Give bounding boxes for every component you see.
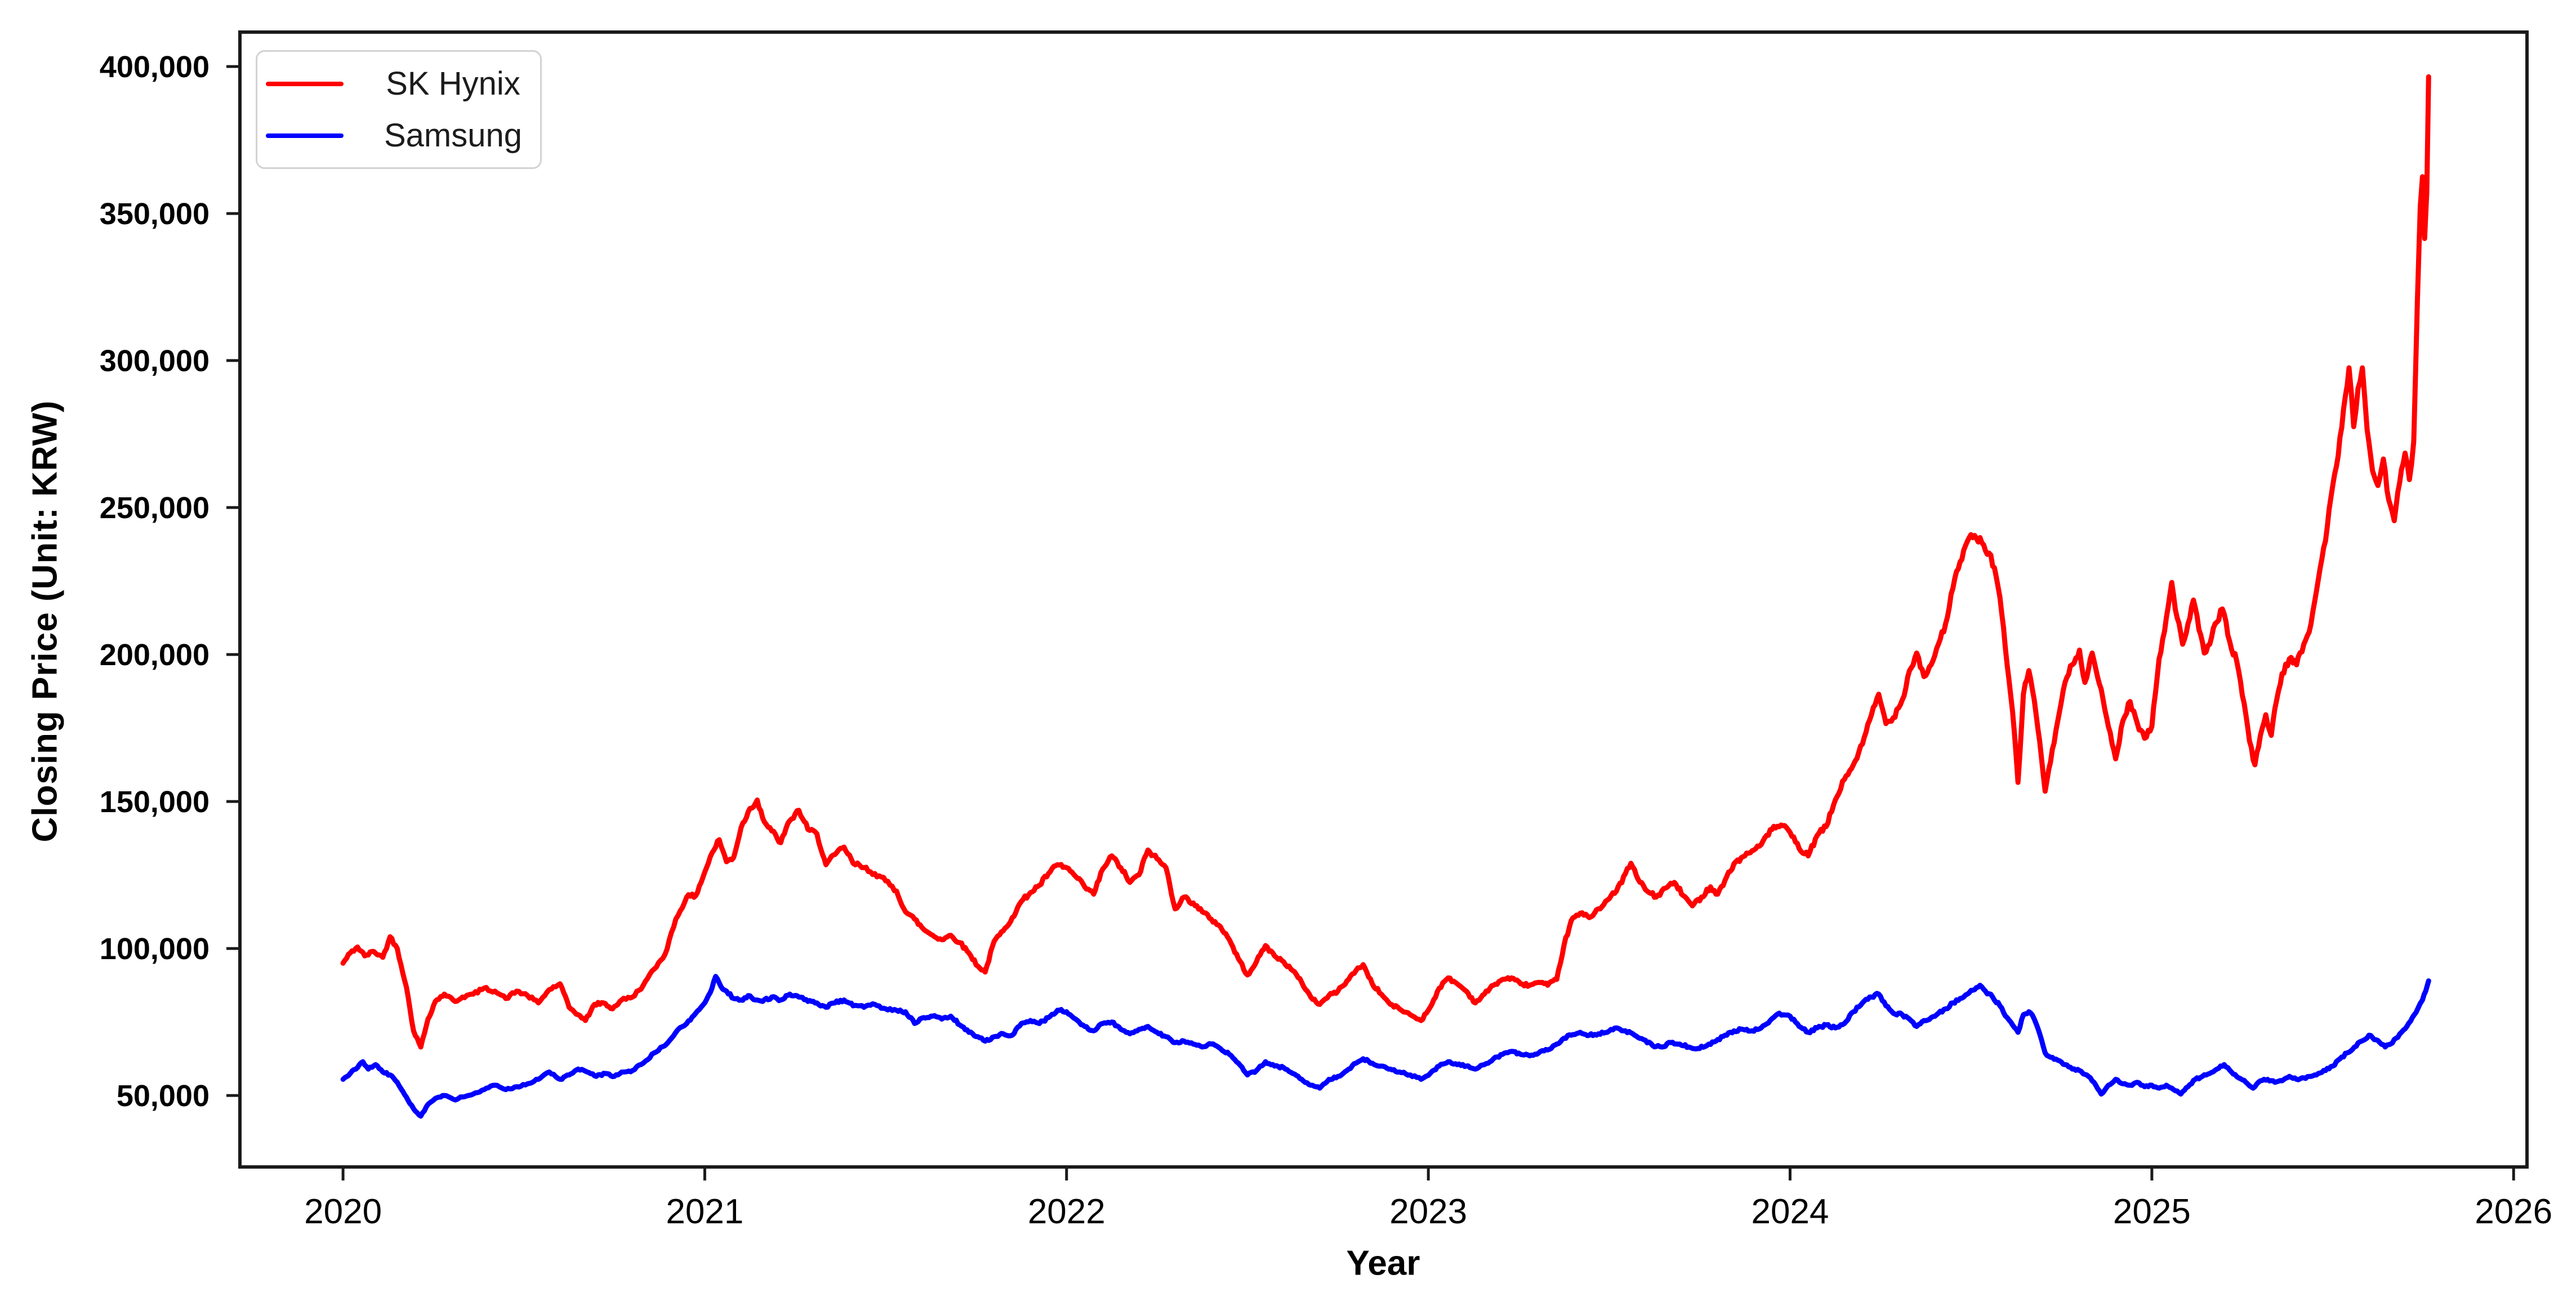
legend-label-sk-hynix: SK Hynix — [386, 65, 520, 102]
x-axis-title: Year — [1346, 1244, 1420, 1283]
series-line-sk-hynix — [340, 74, 2431, 1050]
legend-label-samsung: Samsung — [384, 117, 523, 154]
y-tick-label: 100,000 — [100, 932, 210, 966]
x-tick-label: 2021 — [666, 1192, 743, 1231]
y-tick-label: 350,000 — [100, 197, 210, 231]
legend: SK Hynix Samsung — [256, 50, 542, 169]
series-line-samsung — [340, 974, 2431, 1119]
sk-hynix-line-swatch — [266, 81, 344, 86]
x-tick-label: 2025 — [2113, 1192, 2191, 1231]
x-tick-label: 2020 — [304, 1192, 382, 1231]
plot-border — [238, 30, 2529, 1169]
x-tick-label: 2026 — [2475, 1192, 2552, 1231]
x-tick-label: 2023 — [1389, 1192, 1467, 1231]
y-tick-label: 200,000 — [100, 638, 210, 672]
x-tick-label: 2022 — [1028, 1192, 1106, 1231]
y-axis-title: Closing Price (Unit: KRW) — [25, 400, 65, 843]
x-tick-label: 2024 — [1751, 1192, 1829, 1231]
y-tick-label: 400,000 — [100, 50, 210, 84]
legend-item-samsung: Samsung — [257, 117, 540, 154]
y-tick-label: 250,000 — [100, 491, 210, 525]
y-tick-label: 50,000 — [117, 1079, 210, 1113]
y-tick-label: 300,000 — [100, 344, 210, 378]
y-tick-label: 150,000 — [100, 785, 210, 819]
samsung-line-swatch — [266, 133, 344, 138]
legend-item-sk-hynix: SK Hynix — [257, 65, 540, 102]
